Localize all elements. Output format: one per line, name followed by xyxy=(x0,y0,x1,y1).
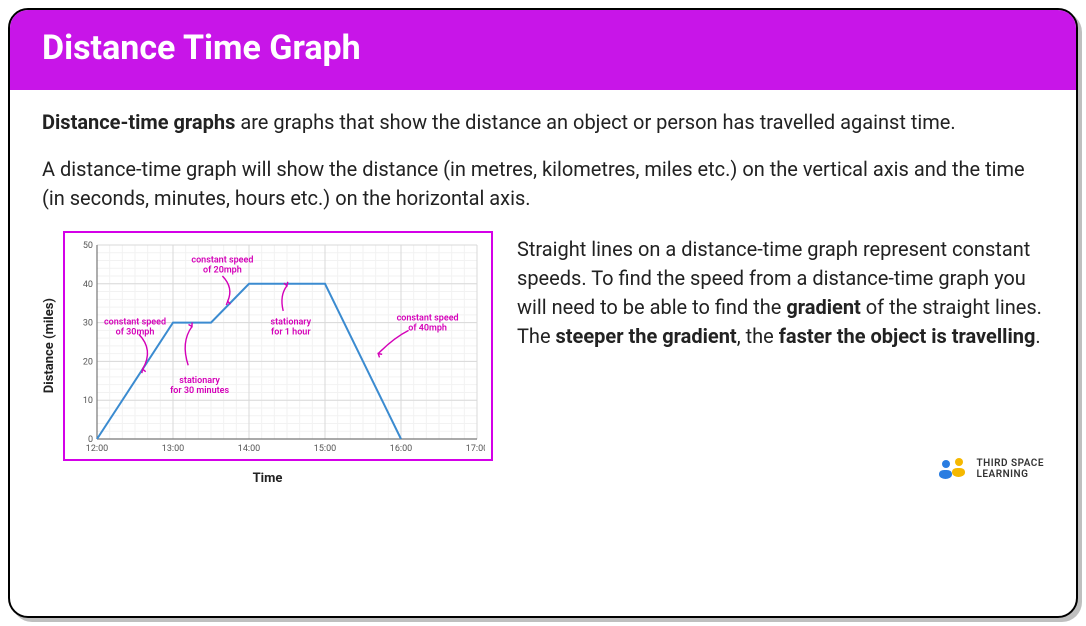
svg-text:of 20mph: of 20mph xyxy=(203,266,242,276)
svg-text:constant speed: constant speed xyxy=(191,256,253,266)
chart-row: Distance (miles) 0102030405012:0013:0014… xyxy=(42,231,493,461)
svg-text:for 1 hour: for 1 hour xyxy=(271,328,311,338)
expl-b1: gradient xyxy=(786,295,860,319)
svg-text:10: 10 xyxy=(83,396,93,406)
svg-text:15:00: 15:00 xyxy=(314,444,336,454)
expl-b3: faster the object is travelling xyxy=(779,324,1036,348)
chart-box: 0102030405012:0013:0014:0015:0016:0017:0… xyxy=(63,231,493,461)
svg-text:12:00: 12:00 xyxy=(86,444,108,454)
explanation-paragraph: Straight lines on a distance-time graph … xyxy=(517,235,1044,351)
intro-paragraph-2: A distance-time graph will show the dist… xyxy=(42,155,1044,213)
svg-text:50: 50 xyxy=(83,241,93,251)
svg-text:constant speed: constant speed xyxy=(104,318,166,328)
expl-b2: steeper the gradient xyxy=(556,324,737,348)
logo-line2: LEARNING xyxy=(977,469,1044,480)
logo-line1: THIRD SPACE xyxy=(977,458,1044,469)
logo-text: THIRD SPACE LEARNING xyxy=(977,458,1044,480)
svg-text:30: 30 xyxy=(83,319,93,329)
intro-paragraph-1: Distance-time graphs are graphs that sho… xyxy=(42,108,1044,137)
chart-wrap: Distance (miles) 0102030405012:0013:0014… xyxy=(42,231,493,486)
svg-text:17:00: 17:00 xyxy=(466,444,485,454)
card-body: Distance-time graphs are graphs that sho… xyxy=(10,90,1076,616)
expl-t3: , the xyxy=(737,324,779,348)
svg-text:stationary: stationary xyxy=(271,318,312,328)
brand-logo: THIRD SPACE LEARNING xyxy=(939,458,1044,480)
svg-text:constant speed: constant speed xyxy=(397,314,459,324)
lower-row: Distance (miles) 0102030405012:0013:0014… xyxy=(42,231,1044,486)
svg-text:of 30mph: of 30mph xyxy=(116,328,155,338)
lesson-card: Distance Time Graph Distance-time graphs… xyxy=(8,8,1078,618)
svg-text:of 40mph: of 40mph xyxy=(408,324,447,334)
y-axis-label: Distance (miles) xyxy=(42,298,57,393)
svg-text:stationary: stationary xyxy=(179,376,220,386)
svg-text:40: 40 xyxy=(83,280,93,290)
explanation-text: Straight lines on a distance-time graph … xyxy=(517,231,1044,351)
card-header: Distance Time Graph xyxy=(10,10,1076,90)
intro-bold: Distance-time graphs xyxy=(42,110,235,134)
svg-text:for 30 minutes: for 30 minutes xyxy=(170,386,229,396)
svg-text:16:00: 16:00 xyxy=(390,444,412,454)
intro-text: Distance-time graphs are graphs that sho… xyxy=(42,108,1044,231)
logo-wrap: THIRD SPACE LEARNING xyxy=(42,458,1044,480)
svg-text:14:00: 14:00 xyxy=(238,444,260,454)
svg-text:13:00: 13:00 xyxy=(162,444,184,454)
card-title: Distance Time Graph xyxy=(42,28,1044,68)
logo-icon xyxy=(939,458,969,480)
expl-t4: . xyxy=(1035,324,1040,348)
intro-rest: are graphs that show the distance an obj… xyxy=(235,110,955,134)
distance-time-chart: 0102030405012:0013:0014:0015:0016:0017:0… xyxy=(71,239,485,457)
svg-text:20: 20 xyxy=(83,357,93,367)
